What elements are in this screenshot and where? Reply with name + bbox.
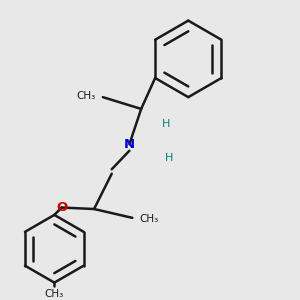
Text: H: H <box>165 153 173 163</box>
Text: O: O <box>56 201 67 214</box>
Text: CH₃: CH₃ <box>45 289 64 299</box>
Text: H: H <box>162 119 170 129</box>
Text: CH₃: CH₃ <box>140 214 159 224</box>
Text: N: N <box>124 138 135 151</box>
Text: CH₃: CH₃ <box>76 91 95 101</box>
